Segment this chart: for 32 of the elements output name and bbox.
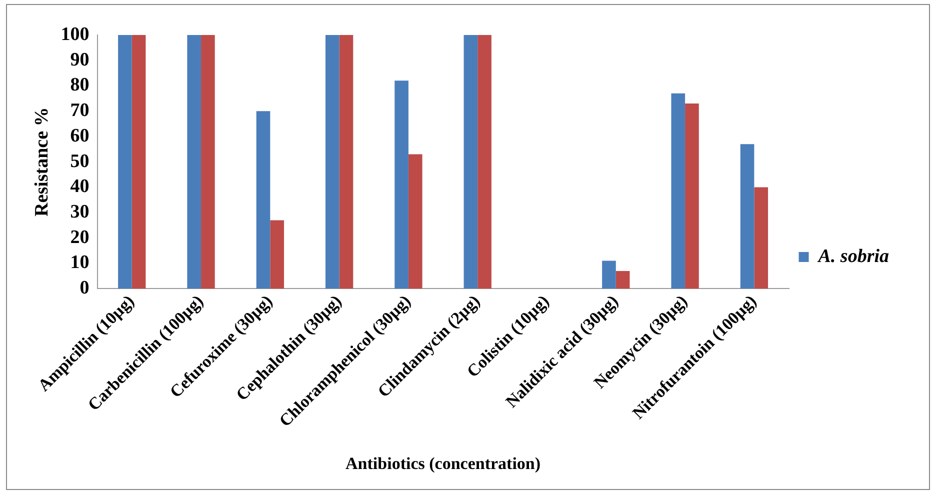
y-tick-label: 0 [80,278,90,299]
bar [754,187,768,289]
y-tick-label: 20 [70,226,90,248]
y-tick-label: 10 [70,252,90,274]
y-tick-label: 100 [60,24,90,45]
bar [671,93,686,289]
bar [408,154,422,289]
bar [602,260,616,289]
bar [339,35,354,289]
y-tick-label: 80 [70,74,90,96]
y-tick-label: 30 [70,202,90,223]
bar [256,111,270,289]
bar [740,144,754,289]
bar [478,35,492,289]
bar [187,35,202,289]
bar [685,104,699,289]
bar [394,80,408,289]
y-tick-label: 90 [70,49,90,70]
bar [464,35,478,289]
bar [325,35,340,289]
y-tick-label: 40 [70,176,90,198]
y-tick-label: 70 [70,100,90,122]
y-axis-title: Resistance % [31,107,52,216]
x-axis-title: Antibiotics (concentration) [346,454,541,474]
y-tick-label: 50 [70,150,90,172]
y-tick-label: 60 [70,125,90,146]
bar [201,35,215,289]
bar [132,35,146,289]
bar [616,270,630,289]
bar [118,35,132,289]
legend-label: A. sobria [817,246,890,267]
bar [270,220,284,289]
